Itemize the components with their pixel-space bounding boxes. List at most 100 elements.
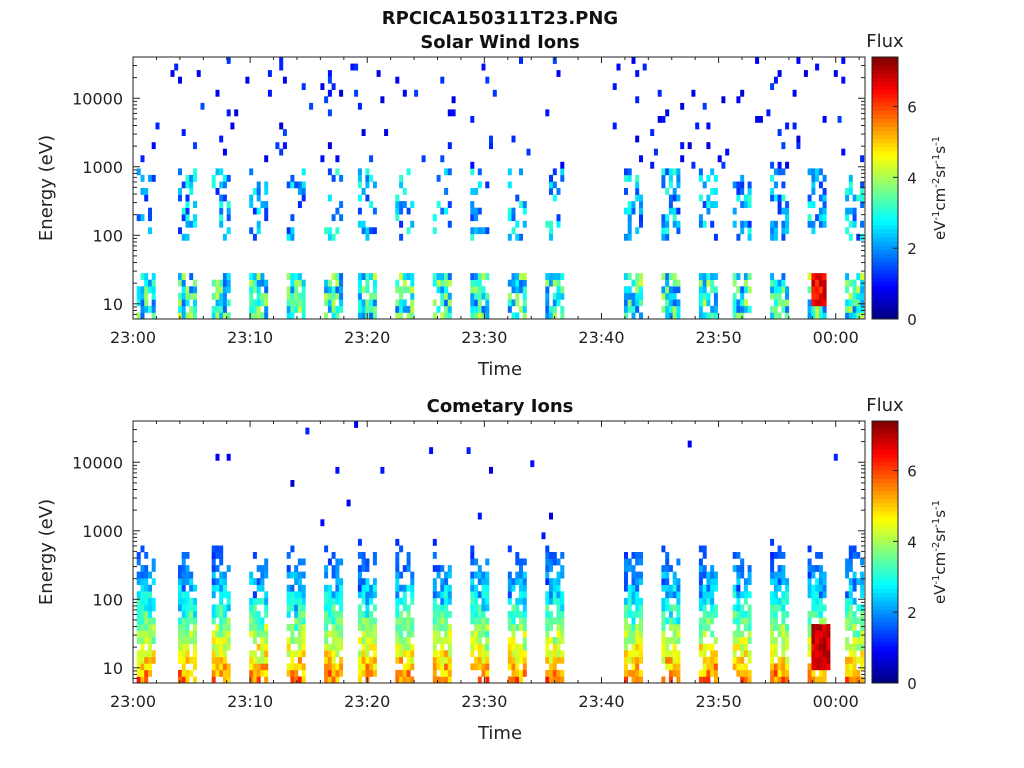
spectrogram-cell [185, 617, 190, 625]
spectrogram-cell [833, 70, 838, 77]
spectrogram-cell [639, 656, 643, 664]
spectrogram-cell [519, 305, 523, 313]
spectrogram-cell [706, 122, 711, 130]
colorbar-segment [872, 81, 898, 87]
spectrogram-cell [627, 227, 632, 235]
spectrogram-cell [848, 676, 853, 684]
spectrogram-cell [481, 578, 486, 585]
spectrogram-cell [552, 584, 557, 592]
spectrogram-cell [698, 624, 703, 631]
spectrogram-cell [252, 663, 257, 671]
spectrogram-cell [773, 305, 778, 313]
spectrogram-cell [185, 207, 190, 215]
spectrogram-cell [144, 552, 149, 559]
spectrogram-cell [481, 312, 486, 320]
spectrogram-cell [552, 194, 557, 202]
spectrogram-cell [743, 597, 748, 605]
spectrogram-cell [747, 233, 752, 241]
spectrogram-cell [470, 116, 475, 123]
colorbar-segment [872, 122, 898, 127]
spectrogram-cell [335, 591, 340, 599]
spectrogram-cell [848, 591, 853, 599]
spectrogram-cell [335, 584, 340, 592]
spectrogram-cell [436, 565, 441, 572]
spectrogram-cell [687, 440, 692, 448]
spectrogram-cell [627, 214, 632, 222]
spectrogram-cell [286, 637, 291, 644]
spectrogram-cell [811, 273, 816, 280]
spectrogram-cell [357, 565, 362, 572]
spectrogram-cell [136, 611, 141, 618]
spectrogram-cell [178, 656, 182, 664]
spectrogram-cell [226, 57, 231, 64]
spectrogram-cell [639, 617, 643, 625]
spectrogram-cell [327, 233, 332, 241]
spectrogram-cell [222, 233, 227, 241]
spectrogram-cell [136, 299, 141, 307]
spectrogram-cell [668, 168, 673, 176]
spectrogram-cell [545, 643, 550, 651]
spectrogram-cell [845, 312, 850, 320]
spectrogram-cell [226, 617, 231, 625]
spectrogram-cell [710, 597, 715, 605]
spectrogram-cell [785, 611, 790, 618]
spectrogram-cell [856, 273, 861, 280]
spectrogram-cell [549, 578, 553, 585]
colorbar-segment [872, 433, 898, 438]
spectrogram-cell [178, 565, 182, 572]
spectrogram-cell [710, 669, 715, 677]
spectrogram-cell [331, 305, 336, 313]
spectrogram-cell [732, 650, 737, 658]
spectrogram-cell [818, 214, 823, 222]
spectrogram-cell [406, 565, 411, 572]
spectrogram-cell [372, 181, 377, 189]
spectrogram-cell [151, 292, 156, 300]
colorbar-tick-label: 2 [907, 240, 917, 258]
spectrogram-cell [785, 656, 790, 664]
spectrogram-cell [178, 168, 182, 176]
spectrogram-cell [736, 584, 741, 592]
spectrogram-cell [148, 305, 152, 313]
spectrogram-cell [624, 305, 628, 313]
spectrogram-cell [713, 650, 718, 658]
spectrogram-cell [818, 637, 823, 644]
spectrogram-cell [706, 643, 711, 651]
spectrogram-cell [624, 663, 628, 671]
axes: 23:00 23:10 23:20 23:30 23:40 23:50 00:0010100… [72, 420, 865, 711]
spectrogram-cell [136, 650, 141, 658]
spectrogram-cell [234, 109, 239, 117]
spectrogram-cell [522, 604, 527, 612]
spectrogram-cell [672, 604, 677, 612]
spectrogram-cell [178, 676, 182, 684]
spectrogram-cell [290, 273, 295, 280]
spectrogram-cell [357, 676, 362, 684]
spectrogram-cell [545, 656, 550, 664]
spectrogram-cell [811, 201, 816, 208]
spectrogram-cell [144, 188, 149, 195]
spectrogram-cell [822, 630, 827, 638]
spectrogram-cell [477, 656, 482, 664]
spectrogram-cell [144, 650, 149, 658]
spectrogram-cell [702, 591, 707, 599]
spectrogram-cell [710, 584, 715, 592]
colorbar-segment [872, 519, 898, 524]
spectrogram-cell [365, 286, 370, 294]
spectrogram-cell [732, 643, 737, 651]
spectrogram-cell [440, 611, 445, 618]
spectrogram-cell [773, 233, 778, 241]
spectrogram-cell [706, 669, 711, 677]
spectrogram-cell [736, 663, 741, 671]
spectrogram-cell [556, 591, 561, 599]
spectrogram-cell [624, 656, 628, 664]
spectrogram-cell [522, 571, 527, 579]
spectrogram-cell [174, 63, 179, 71]
spectrogram-cell [811, 663, 816, 671]
spectrogram-cell [549, 558, 553, 566]
spectrogram-cell [848, 292, 853, 300]
spectrogram-cell [294, 305, 299, 313]
spectrogram-cell [369, 227, 374, 235]
spectrogram-cell [406, 207, 411, 215]
spectrogram-cell [815, 624, 820, 631]
spectrogram-cell [556, 70, 561, 77]
spectrogram-cell [713, 188, 718, 195]
